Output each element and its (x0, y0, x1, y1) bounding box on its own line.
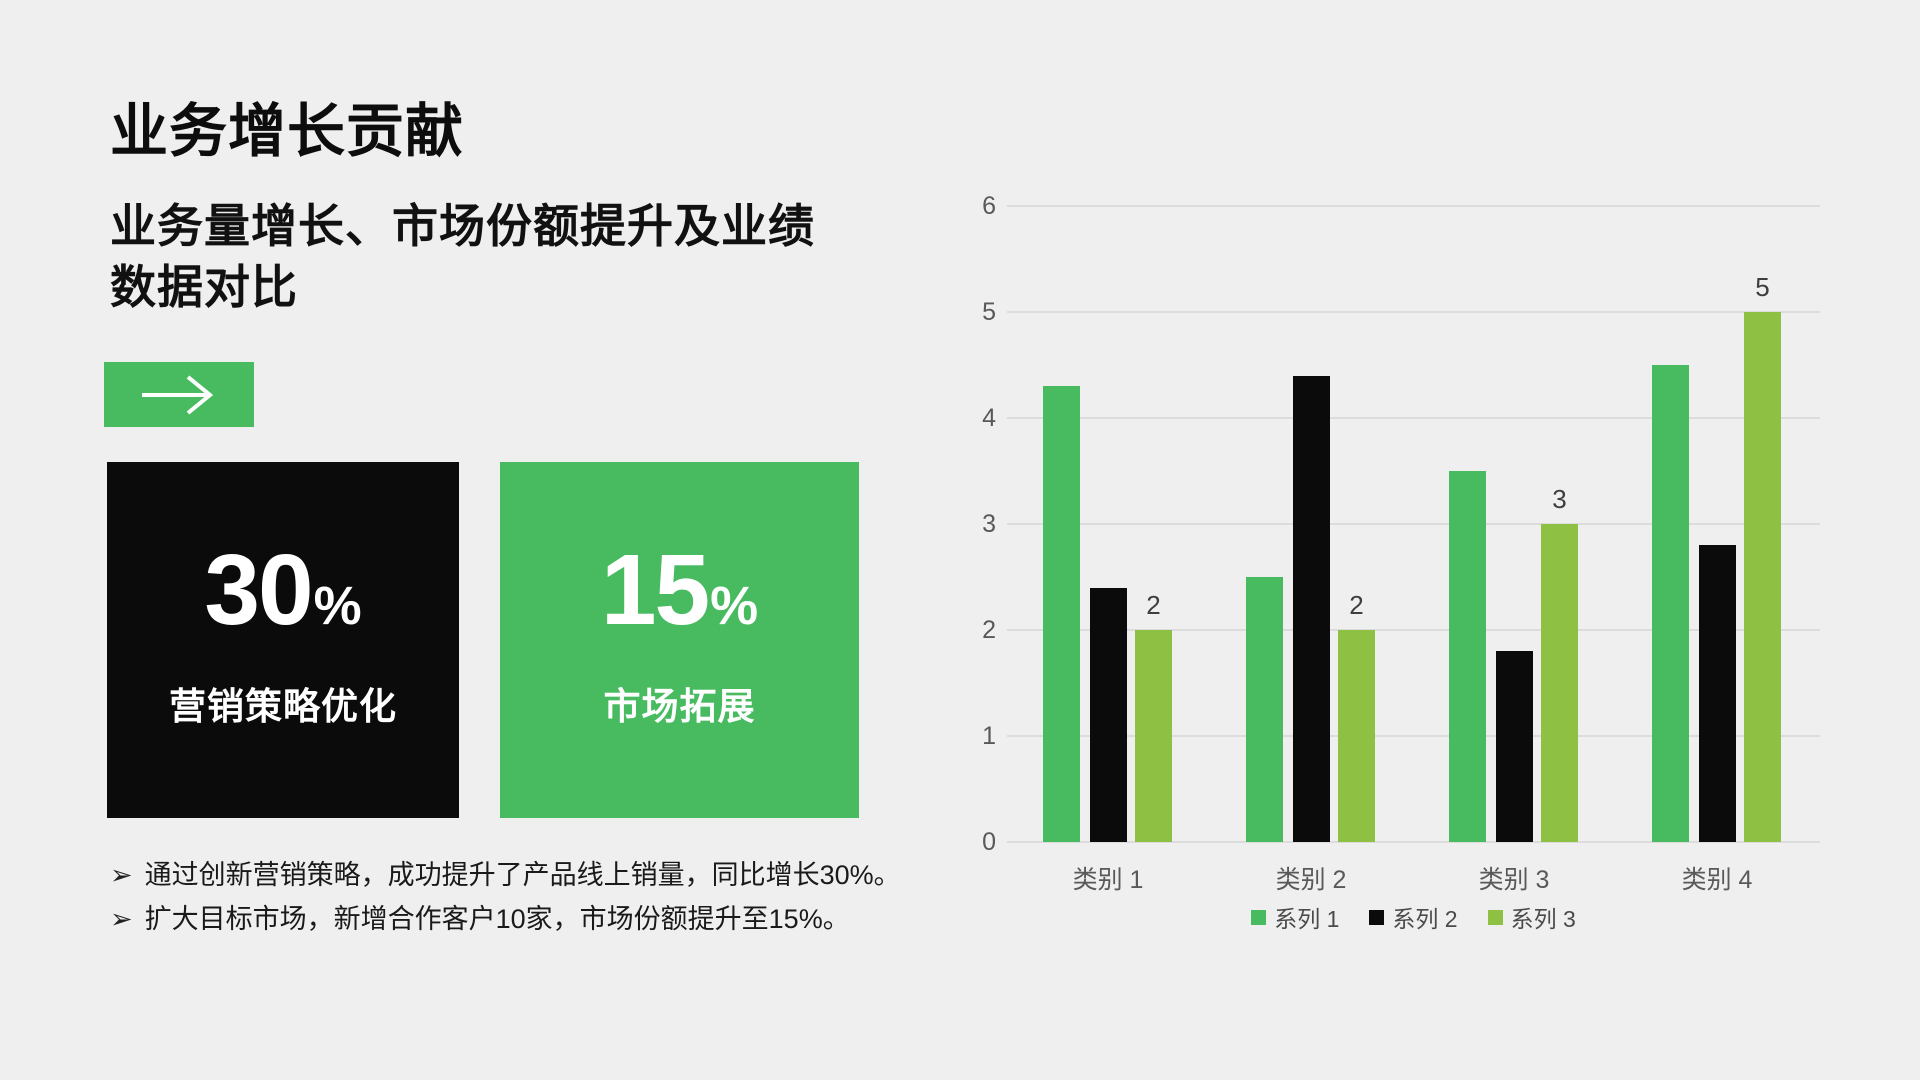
slide-subtitle: 业务量增长、市场份额提升及业绩 数据对比 (110, 200, 815, 313)
legend-swatch-系列 3 (1487, 909, 1503, 925)
y-axis-tick-label: 1 (982, 722, 996, 750)
gridline (1007, 205, 1820, 207)
x-axis-category-label: 类别 1 (1072, 866, 1144, 894)
bar-系列 2-类别 2 (1293, 375, 1330, 842)
legend-label: 系列 1 (1274, 906, 1340, 932)
bar-系列 1-类别 3 (1449, 471, 1486, 842)
bar-系列 1-类别 1 (1043, 386, 1080, 842)
bar-data-label: 5 (1755, 272, 1770, 302)
arrow-button[interactable] (104, 362, 254, 427)
bullet-text: 扩大目标市场，新增合作客户10家，市场份额提升至15%。 (144, 903, 850, 934)
legend-swatch-系列 1 (1251, 909, 1267, 925)
gridline (1007, 841, 1820, 843)
legend-label: 系列 3 (1510, 906, 1576, 932)
y-axis-tick-label: 2 (982, 616, 996, 644)
y-axis-tick-label: 6 (982, 192, 996, 220)
stat-label: 市场拓展 (603, 686, 756, 727)
page-title: 业务增长贡献 (110, 99, 465, 164)
right-arrow-icon (142, 374, 214, 415)
bar-data-label: 2 (1146, 590, 1161, 620)
y-axis-tick-label: 4 (982, 404, 996, 432)
legend-item: 系列 1 (1251, 900, 1339, 934)
stat-value: 30 (204, 534, 313, 646)
stat-value-row: 30 % (204, 540, 361, 640)
bar-系列 3-类别 1 (1135, 630, 1172, 842)
x-axis-category-label: 类别 3 (1478, 866, 1550, 894)
stat-unit: % (710, 576, 759, 636)
x-axis-category-label: 类别 4 (1681, 866, 1753, 894)
bar-chart: 0 1 2 3 4 5 6 2 2 3 5 类别 1 类别 2 类别 3 类别 4 系列 1 系列 2 系列 3 (960, 160, 1880, 1000)
stat-value-row: 15 % (601, 540, 758, 640)
bullet-arrow-icon: ➢ (110, 860, 133, 890)
stat-box-market-expansion: 15 % 市场拓展 (500, 462, 859, 818)
gridline (1007, 417, 1820, 419)
stats-row: 30 % 营销策略优化 15 % 市场拓展 (107, 462, 859, 818)
bar-data-label: 3 (1552, 484, 1567, 514)
x-axis-category-label: 类别 2 (1275, 866, 1347, 894)
bar-系列 3-类别 4 (1744, 312, 1781, 842)
stat-value: 15 (600, 534, 710, 646)
gridline (1007, 629, 1820, 631)
bar-data-label: 2 (1349, 590, 1364, 620)
bar-系列 1-类别 2 (1246, 577, 1283, 842)
y-axis-tick-label: 3 (982, 510, 996, 538)
bullet-item: ➢ 扩大目标市场，新增合作客户10家，市场份额提升至15%。 (110, 900, 901, 940)
stat-box-marketing: 30 % 营销策略优化 (107, 462, 459, 818)
y-axis-tick-label: 0 (982, 828, 996, 856)
bullet-text: 通过创新营销策略，成功提升了产品线上销量，同比增长30%。 (144, 860, 901, 890)
gridline (1007, 311, 1820, 313)
bullet-arrow-icon: ➢ (110, 903, 133, 934)
legend-item: 系列 3 (1487, 900, 1576, 934)
legend-label: 系列 2 (1392, 906, 1458, 932)
stat-unit: % (313, 576, 362, 636)
bar-系列 2-类别 3 (1496, 651, 1533, 842)
stat-label: 营销策略优化 (169, 686, 397, 727)
legend-swatch-系列 2 (1369, 909, 1385, 925)
bullet-item: ➢ 通过创新营销策略，成功提升了产品线上销量，同比增长30%。 (110, 856, 901, 896)
gridline (1007, 735, 1820, 737)
y-axis-tick-label: 5 (982, 298, 996, 326)
bullet-list: ➢ 通过创新营销策略，成功提升了产品线上销量，同比增长30%。 ➢ 扩大目标市场… (110, 856, 901, 944)
bar-系列 1-类别 4 (1652, 365, 1689, 842)
gridline (1007, 523, 1820, 525)
chart-legend: 系列 1 系列 2 系列 3 (1007, 900, 1820, 934)
bar-系列 3-类别 3 (1541, 524, 1578, 842)
bar-系列 2-类别 1 (1090, 587, 1127, 842)
bar-系列 3-类别 2 (1338, 630, 1375, 842)
legend-item: 系列 2 (1369, 900, 1458, 934)
bar-系列 2-类别 4 (1699, 545, 1736, 842)
